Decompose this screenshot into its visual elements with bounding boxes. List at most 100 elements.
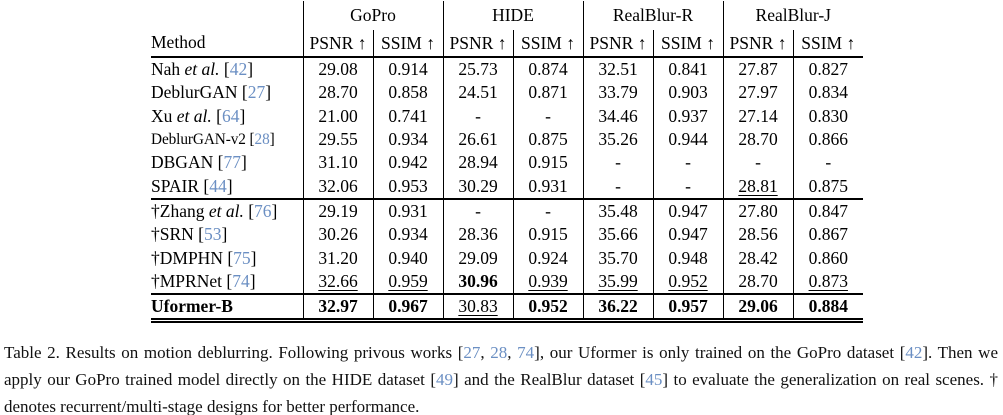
value-cell: 0.847 [792,198,863,224]
value-cell: 36.22 [582,293,653,324]
value-cell: 29.55 [302,127,373,152]
column-header-ssim: SSIM ↑ [652,30,723,58]
value-cell: 35.99 [582,269,653,295]
citation-link[interactable]: 49 [436,370,453,390]
table-head: Method GoPro HIDE RealBlur-R RealBlur-J PSNR … [151,1,863,58]
table-row: DeblurGAN-v2 [28] 29.55 0.934 26.61 0.875 35.… [151,127,863,152]
value-cell: 27.14 [722,104,793,128]
value-cell: 35.48 [582,198,653,224]
value-cell: 30.83 [442,293,513,324]
method-name: Zhang [159,200,205,221]
value-cell: 27.80 [722,198,793,224]
value-cell: - [652,151,723,175]
column-header-psnr: PSNR ↑ [582,30,653,58]
method-cell: †MPRNet [74] [151,269,303,295]
value-cell: 29.06 [722,293,793,324]
value-cell: - [792,151,863,175]
value-cell: 21.00 [302,104,373,128]
citation-link[interactable]: 28 [490,343,508,363]
table-row: Nah et al. [42] 29.08 0.914 25.73 0.874 32.51… [151,57,863,82]
value-cell: 28.70 [722,269,793,295]
column-header-method: Method [151,1,303,58]
value-cell: 24.51 [442,81,513,105]
value-cell: 0.948 [652,246,723,270]
citation-link[interactable]: 27 [463,343,481,363]
method-cell: †Zhang et al. [76] [151,200,278,221]
citation-link[interactable]: 64 [221,105,240,126]
table-row: DBGAN [77] 31.10 0.942 28.94 0.915- - - - [151,151,863,175]
citation-link[interactable]: 28 [254,130,270,148]
value-cell: 0.914 [372,57,443,82]
value-cell: 30.26 [302,223,373,247]
method-name: DeblurGAN [151,82,238,103]
citation-link[interactable]: 42 [905,343,923,363]
group-header-gopro: GoPro [302,1,443,30]
value-cell: 0.957 [652,293,723,324]
value-cell: 29.19 [302,198,373,224]
value-cell: 0.939 [512,269,583,295]
value-cell: 28.42 [722,246,793,270]
results-table: Method GoPro HIDE RealBlur-R RealBlur-J PSNR … [151,1,863,324]
value-cell: 33.79 [582,81,653,105]
value-cell: 0.931 [372,198,443,224]
value-cell: 0.866 [792,127,863,152]
citation-link[interactable]: 76 [254,200,272,221]
table-row: SPAIR [44] 32.06 0.953 30.29 0.931- -28.81 0.8… [151,174,863,200]
citation-link[interactable]: 53 [204,224,222,245]
value-cell: 0.873 [792,269,863,295]
value-cell: 0.934 [372,127,443,152]
value-cell: - [442,198,513,224]
citation-link[interactable]: 74 [517,343,535,363]
value-cell: 0.903 [652,81,723,105]
etal-label: et al. [172,105,212,126]
value-cell: 30.96 [442,269,513,295]
value-cell: 28.36 [442,223,513,247]
value-cell: 0.947 [652,198,723,224]
citation-link[interactable]: 42 [229,59,248,80]
value-cell: 0.915 [512,223,583,247]
value-cell: 32.06 [302,174,373,200]
citation-link[interactable]: 75 [233,247,251,268]
group-header-realblur-r: RealBlur-R [582,1,723,30]
method-cell: †SRN [53] [151,224,228,245]
value-cell: 35.26 [582,127,653,152]
header-row-metrics: PSNR ↑ SSIM ↑ PSNR ↑ SSIM ↑ PSNR ↑ SSIM ↑ PSNR… [151,30,863,58]
table-row: †SRN [53] 30.26 0.934 28.36 0.915 35.66 0.947 2… [151,223,863,247]
citation-link[interactable]: 74 [232,270,250,291]
dagger-mark: † [151,247,160,268]
value-cell: 0.934 [372,223,443,247]
value-cell: - [722,151,793,175]
value-cell: 26.61 [442,127,513,152]
value-cell: 27.87 [722,57,793,82]
table-row: †DMPHN [75] 31.20 0.940 29.09 0.924 35.70 0.94… [151,246,863,270]
value-cell: - [512,198,583,224]
method-name: Nah [151,59,181,80]
value-cell: 0.884 [792,293,863,324]
value-cell: 0.834 [792,81,863,105]
value-cell: 0.947 [652,223,723,247]
value-cell: 28.94 [442,151,513,175]
citation-link[interactable]: 77 [223,152,241,173]
value-cell: 0.952 [652,269,723,295]
method-cell: †DMPHN [75] [151,247,257,268]
etal-label: et al. [180,59,220,80]
method-cell: DeblurGAN [27] [151,82,272,103]
method-name: SPAIR [151,175,199,196]
citation-link[interactable]: 45 [645,370,663,390]
method-cell: DeblurGAN-v2 [28] [151,130,275,148]
group-header-realblur-j: RealBlur-J [722,1,863,30]
value-cell: - [582,174,653,200]
value-cell: 32.66 [302,269,373,295]
value-cell: 0.942 [372,151,443,175]
value-cell: 0.875 [512,127,583,152]
value-cell: 0.940 [372,246,443,270]
method-cell: DBGAN [77] [151,152,247,173]
table-row: DeblurGAN [27] 28.70 0.858 24.51 0.871 33.79 0… [151,81,863,105]
column-header-ssim: SSIM ↑ [372,30,443,58]
value-cell: 0.867 [792,223,863,247]
value-cell: 32.97 [302,293,373,324]
citation-link[interactable]: 27 [247,82,266,103]
citation-link[interactable]: 44 [209,175,227,196]
table-row: Uformer-B 32.97 0.967 30.83 0.952 36.22 0.957 2… [151,293,863,324]
